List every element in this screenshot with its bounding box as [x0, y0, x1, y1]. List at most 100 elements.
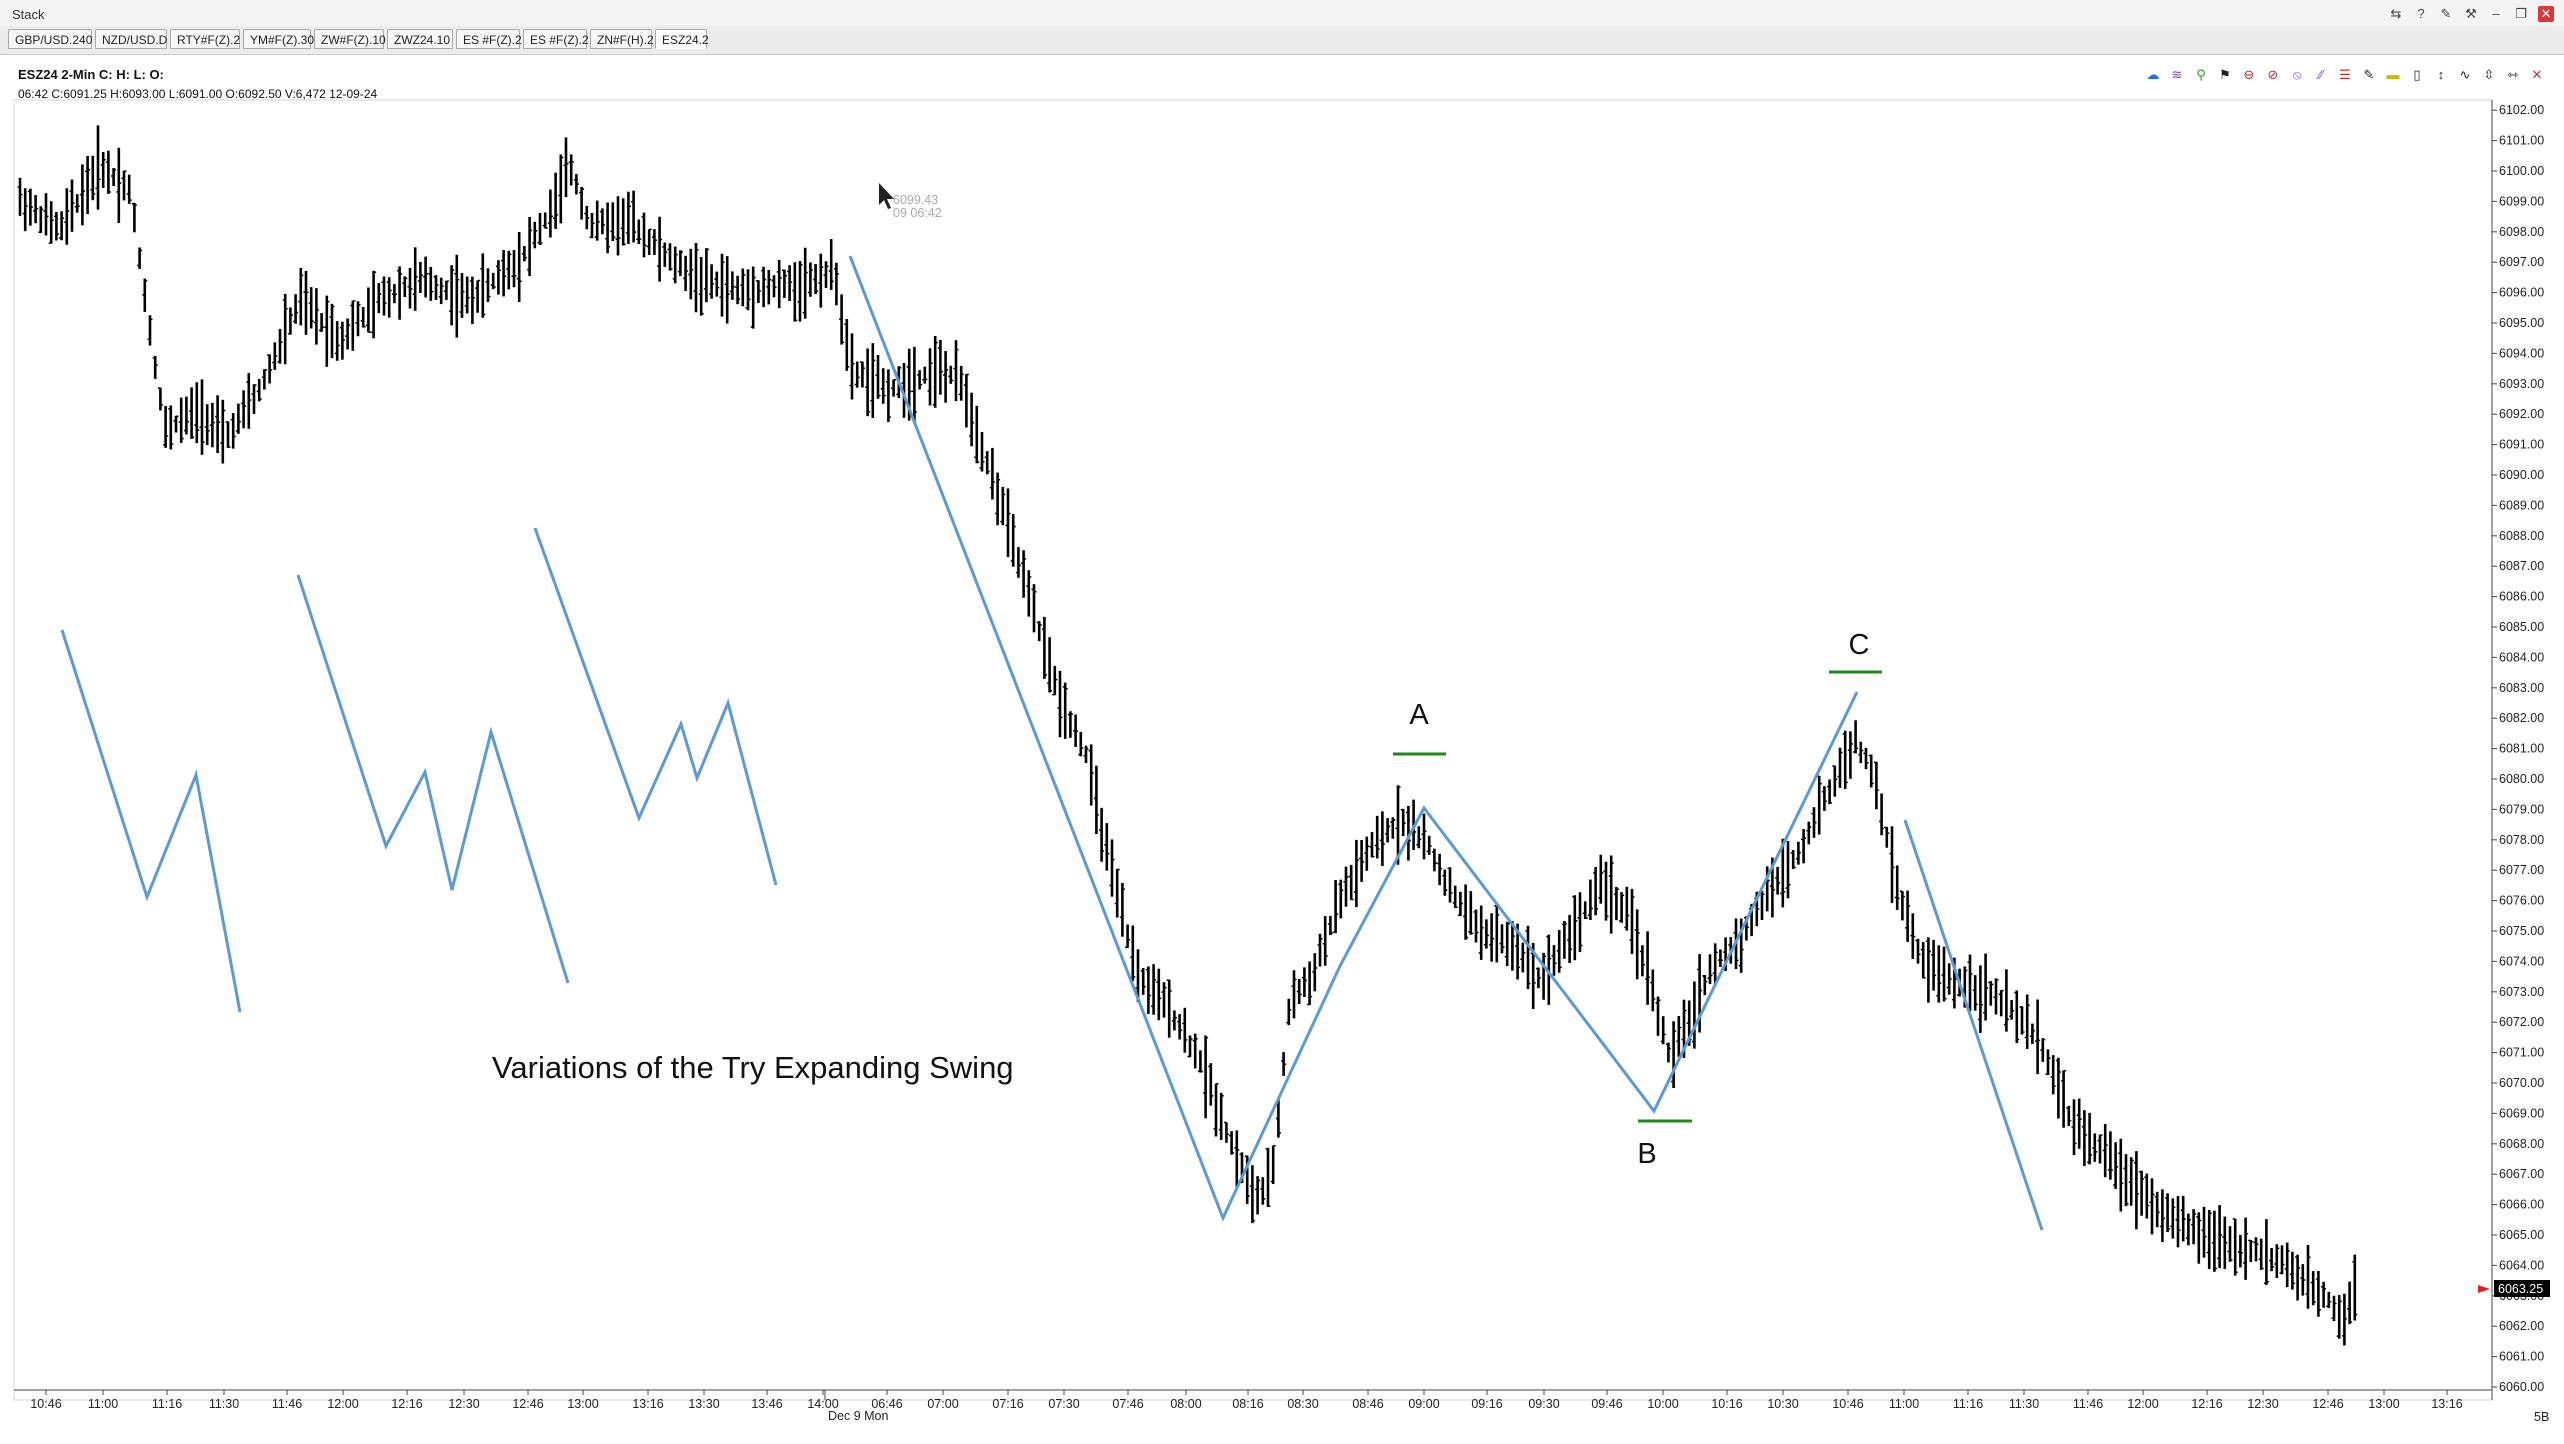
pin-icon[interactable]: ✎ — [2440, 6, 2452, 21]
price-bar — [90, 155, 96, 201]
price-bar — [1249, 1165, 1255, 1224]
price-bar — [241, 390, 247, 429]
price-bar — [1629, 888, 1635, 955]
price-bar — [371, 270, 377, 339]
fib-icon[interactable]: ☰ — [2339, 67, 2351, 82]
line-icon[interactable]: ⁄⁄ — [2318, 67, 2324, 82]
crosshair-icon[interactable]: ≋ — [2171, 67, 2183, 82]
price-bar — [922, 366, 928, 384]
price-bar — [937, 339, 943, 395]
price-bar — [880, 368, 886, 404]
time-tick-label: 07:16 — [992, 1397, 1023, 1411]
rectangle-icon[interactable]: ▬ — [2386, 67, 2400, 82]
price-bar — [1073, 714, 1079, 747]
price-bar — [1104, 823, 1110, 871]
marker-icon[interactable]: ▯ — [2413, 67, 2421, 82]
tools-icon[interactable]: ⚒ — [2465, 6, 2477, 21]
price-bar — [703, 248, 709, 303]
chart-close-icon[interactable]: ✕ — [2531, 67, 2543, 82]
tab-zw-10[interactable]: ZW#F(Z).10 — [314, 29, 386, 49]
price-bar — [2040, 1038, 2046, 1062]
price-bar — [984, 451, 990, 475]
price-bar — [729, 271, 735, 300]
tab-gbpusd-240[interactable]: GBP/USD.240 — [8, 29, 92, 49]
price-bar — [1265, 1147, 1271, 1207]
price-bar — [1593, 866, 1599, 916]
price-tick-label: 6081.00 — [2499, 742, 2544, 756]
tab-es-2-a[interactable]: ES #F(Z).2 — [456, 29, 522, 49]
tab-esz24-2[interactable]: ESZ24.2 — [655, 29, 709, 49]
price-bar — [64, 188, 70, 245]
price-bar — [27, 188, 33, 226]
price-bar — [1333, 880, 1339, 934]
help-icon[interactable]: ? — [2417, 6, 2425, 21]
price-bar — [454, 254, 460, 338]
price-bar — [2248, 1239, 2254, 1263]
date-label: Dec 9 Mon — [828, 1409, 888, 1423]
price-bar — [2227, 1226, 2233, 1262]
price-bar — [152, 355, 158, 379]
price-bar — [943, 350, 949, 403]
circle-icon[interactable]: ⊖ — [2243, 67, 2255, 82]
restore-icon[interactable]: ❐ — [2515, 6, 2527, 21]
tab-ym-30[interactable]: YM#F(Z).30 — [243, 29, 314, 49]
price-bar — [2217, 1205, 2223, 1269]
pencil-icon[interactable]: ✎ — [2363, 67, 2375, 82]
price-bar — [1863, 747, 1869, 770]
price-bar — [1827, 779, 1833, 805]
price-bar — [2279, 1245, 2285, 1275]
time-tick-label: 12:00 — [2127, 1397, 2158, 1411]
price-bar — [204, 404, 210, 446]
price-bar — [506, 250, 512, 290]
price-bar — [1925, 937, 1931, 1003]
cancel-icon[interactable]: ⊘ — [2267, 67, 2279, 82]
price-bar — [2326, 1291, 2332, 1309]
drawing-icon[interactable]: ⚑ — [2219, 67, 2231, 82]
tab-es-2-b[interactable]: ES #F(Z).2 — [523, 29, 589, 49]
channel-icon[interactable]: ⦸ — [2292, 67, 2302, 82]
close-icon[interactable]: ✕ — [2538, 6, 2554, 22]
trend-icon[interactable]: ∿ — [2459, 67, 2471, 82]
zoom-icon[interactable]: ⚲ — [2196, 67, 2206, 82]
tab-zn-2[interactable]: ZN#F(H).2 — [590, 29, 654, 49]
price-bar — [823, 261, 829, 288]
tab-rty-2[interactable]: RTY#F(Z).2 — [170, 29, 240, 49]
scale-icon[interactable]: ⇳ — [2483, 67, 2495, 82]
price-bar — [677, 250, 683, 277]
price-bar — [1109, 839, 1115, 897]
price-bar — [1125, 924, 1131, 949]
price-bar — [1931, 939, 1937, 991]
price-bar — [911, 346, 917, 424]
price-bar — [1281, 1052, 1287, 1076]
price-bar — [324, 295, 330, 367]
time-tick-label: 07:46 — [1112, 1397, 1143, 1411]
cursor-icon[interactable]: ☁ — [2146, 67, 2160, 82]
tab-nzdusd-d[interactable]: NZD/USD.D — [95, 29, 167, 49]
chart-header: ESZ24 2-Min C: H: L: O: — [18, 66, 164, 84]
vertical-line-icon[interactable]: ↕ — [2437, 67, 2445, 82]
price-bar — [787, 265, 793, 302]
price-bar — [2331, 1295, 2337, 1322]
price-bar — [1088, 744, 1094, 806]
price-bar — [1468, 891, 1474, 935]
price-bar — [225, 421, 231, 449]
tab-zwz24-10[interactable]: ZWZ24.10 — [387, 29, 453, 49]
price-bar — [1988, 981, 1994, 1006]
swing-label-c: C — [1849, 629, 1870, 661]
link-icon[interactable]: ⇆ — [2390, 6, 2402, 21]
price-bar — [537, 212, 543, 245]
price-bar — [1473, 909, 1479, 943]
minimize-icon[interactable]: – — [2492, 6, 2500, 21]
properties-icon[interactable]: ⇿ — [2507, 67, 2519, 82]
price-bar — [1405, 805, 1411, 861]
price-bar — [1218, 1092, 1224, 1140]
price-bar — [1801, 829, 1807, 864]
price-bar — [2263, 1219, 2269, 1285]
price-bar — [1041, 616, 1047, 679]
time-tick-label: 11:16 — [152, 1397, 182, 1411]
price-bar — [1650, 969, 1656, 1012]
price-tick-label: 6096.00 — [2499, 286, 2544, 300]
price-bar — [1182, 1007, 1188, 1053]
time-tick-label: 10:16 — [1711, 1397, 1742, 1411]
